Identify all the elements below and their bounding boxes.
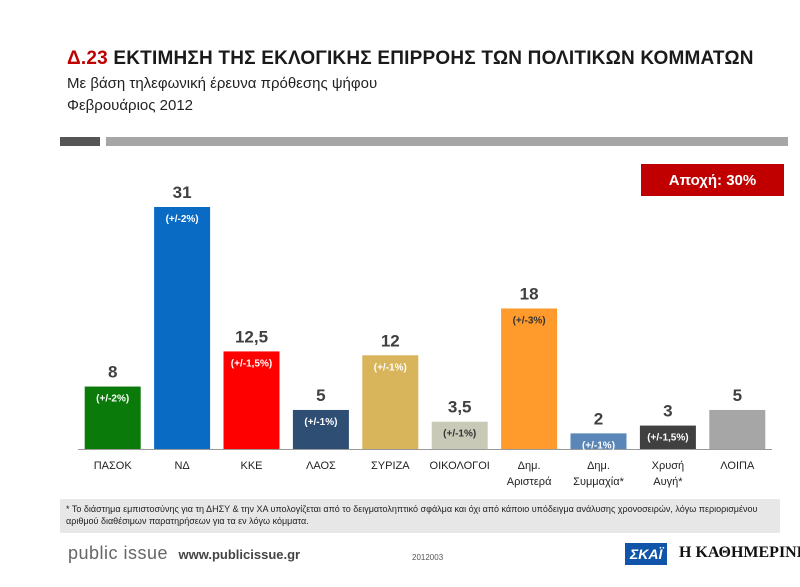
margin-label: (+/-2%) <box>96 394 129 405</box>
margin-label: (+/-1,5%) <box>231 358 272 369</box>
footnote: * Το διάστημα εμπιστοσύνης για τη ΔΗΣΥ &… <box>60 499 780 533</box>
bar <box>84 386 141 449</box>
brand: public issue www.publicissue.gr <box>68 543 300 564</box>
value-label: 12,5 <box>235 327 268 346</box>
bar <box>362 355 419 449</box>
value-label: 3 <box>663 402 672 421</box>
margin-label: (+/-1,5%) <box>647 433 688 444</box>
value-label: 18 <box>520 284 539 303</box>
document-code: 2012003 <box>412 553 444 562</box>
category-label: ΚΚΕ <box>240 460 262 472</box>
margin-label: (+/-1%) <box>304 417 337 428</box>
category-label: Δημ. <box>518 460 541 472</box>
category-label: Δημ. <box>587 460 610 472</box>
bar <box>292 409 349 449</box>
margin-label: (+/-1%) <box>443 429 476 440</box>
bar <box>709 409 766 449</box>
category-label: ΣΥΡΙΖΑ <box>371 460 410 472</box>
slide-code: Δ.23 <box>67 48 108 69</box>
public-issue-logo: public issue <box>68 543 169 563</box>
skai-logo: ΣΚΑΪ <box>625 543 668 565</box>
chart-title: Δ.23 ΕΚΤΙΜΗΣΗ ΤΗΣ ΕΚΛΟΓΙΚΗΣ ΕΠΙΡΡΟΗΣ ΤΩΝ… <box>67 48 754 70</box>
value-label: 5 <box>316 386 325 405</box>
margin-label: (+/-3%) <box>513 315 546 326</box>
bar <box>154 207 211 449</box>
value-label: 5 <box>733 386 742 405</box>
bar <box>570 433 627 449</box>
value-label: 2 <box>594 409 603 428</box>
value-label: 3,5 <box>448 398 472 417</box>
value-label: 12 <box>381 331 400 350</box>
category-label: ΠΑΣΟΚ <box>94 460 133 472</box>
kathimerini-logo: Η ΚΑΘΗΜΕΡΙΝΗ <box>679 544 800 561</box>
category-label: ΝΔ <box>174 460 190 472</box>
header-divider-light <box>106 137 788 146</box>
margin-label: (+/-1%) <box>374 362 407 373</box>
website-url: www.publicissue.gr <box>178 547 301 562</box>
bar <box>223 351 280 449</box>
title-text: ΕΚΤΙΜΗΣΗ ΤΗΣ ΕΚΛΟΓΙΚΗΣ ΕΠΙΡΡΟΗΣ ΤΩΝ ΠΟΛΙ… <box>113 48 754 69</box>
bar <box>639 425 696 449</box>
category-label: ΛΑΟΣ <box>306 460 336 472</box>
category-label: ΛΟΙΠΑ <box>720 460 755 472</box>
category-label: ΟΙΚΟΛΟΓΟΙ <box>430 460 490 472</box>
chart-subtitle: Με βάση τηλεφωνική έρευνα πρόθεσης ψήφου <box>67 75 378 92</box>
category-label: Αριστερά <box>507 476 552 488</box>
margin-label: (+/-1%) <box>582 440 615 451</box>
value-label: 31 <box>173 183 192 202</box>
category-label: Χρυσή <box>652 460 685 472</box>
margin-label: (+/-2%) <box>166 214 199 225</box>
title-block: Δ.23 ΕΚΤΙΜΗΣΗ ΤΗΣ ΕΚΛΟΓΙΚΗΣ ΕΠΙΡΡΟΗΣ ΤΩΝ… <box>67 48 754 114</box>
value-label: 8 <box>108 363 117 382</box>
category-label: Αυγή* <box>653 476 683 488</box>
header-divider-dark <box>60 137 100 146</box>
bar <box>501 308 558 449</box>
survey-period: Φεβρουάριος 2012 <box>67 97 194 114</box>
bar <box>431 421 488 449</box>
category-label: Συμμαχία* <box>573 476 624 488</box>
abstention-badge: Αποχή: 30% <box>641 164 784 196</box>
